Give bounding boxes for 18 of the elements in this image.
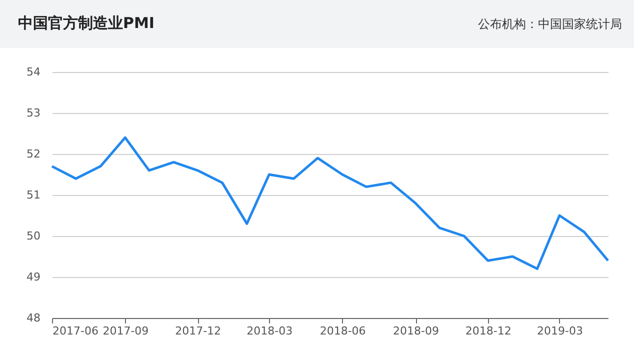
x-tick-label: 2017-09 — [102, 324, 149, 338]
x-tick-label: 2018-03 — [246, 324, 293, 338]
y-tick-label: 48 — [26, 312, 40, 324]
x-tick-label: 2018-12 — [465, 324, 512, 338]
text: 公布机构：中国国家统计局 — [478, 17, 622, 31]
x-tick-label: 2017-12 — [175, 324, 222, 338]
x-tick-label: 2018-06 — [320, 324, 366, 338]
y-tick-label: 51 — [26, 188, 40, 202]
x-tick-label: 2017-06 — [52, 324, 98, 338]
line-series — [50, 136, 610, 270]
y-tick-label: 50 — [26, 230, 40, 242]
chart-title: 中国官方制造业PMI — [18, 14, 155, 32]
y-tick-label: 54 — [26, 66, 40, 78]
y-tick-label: 52 — [26, 148, 40, 160]
x-tick-label: 2019-03 — [536, 324, 583, 338]
y-tick-label: 49 — [26, 270, 40, 284]
y-tick-label: 53 — [26, 106, 40, 120]
x-tick-label: 2018-09 — [393, 324, 439, 338]
